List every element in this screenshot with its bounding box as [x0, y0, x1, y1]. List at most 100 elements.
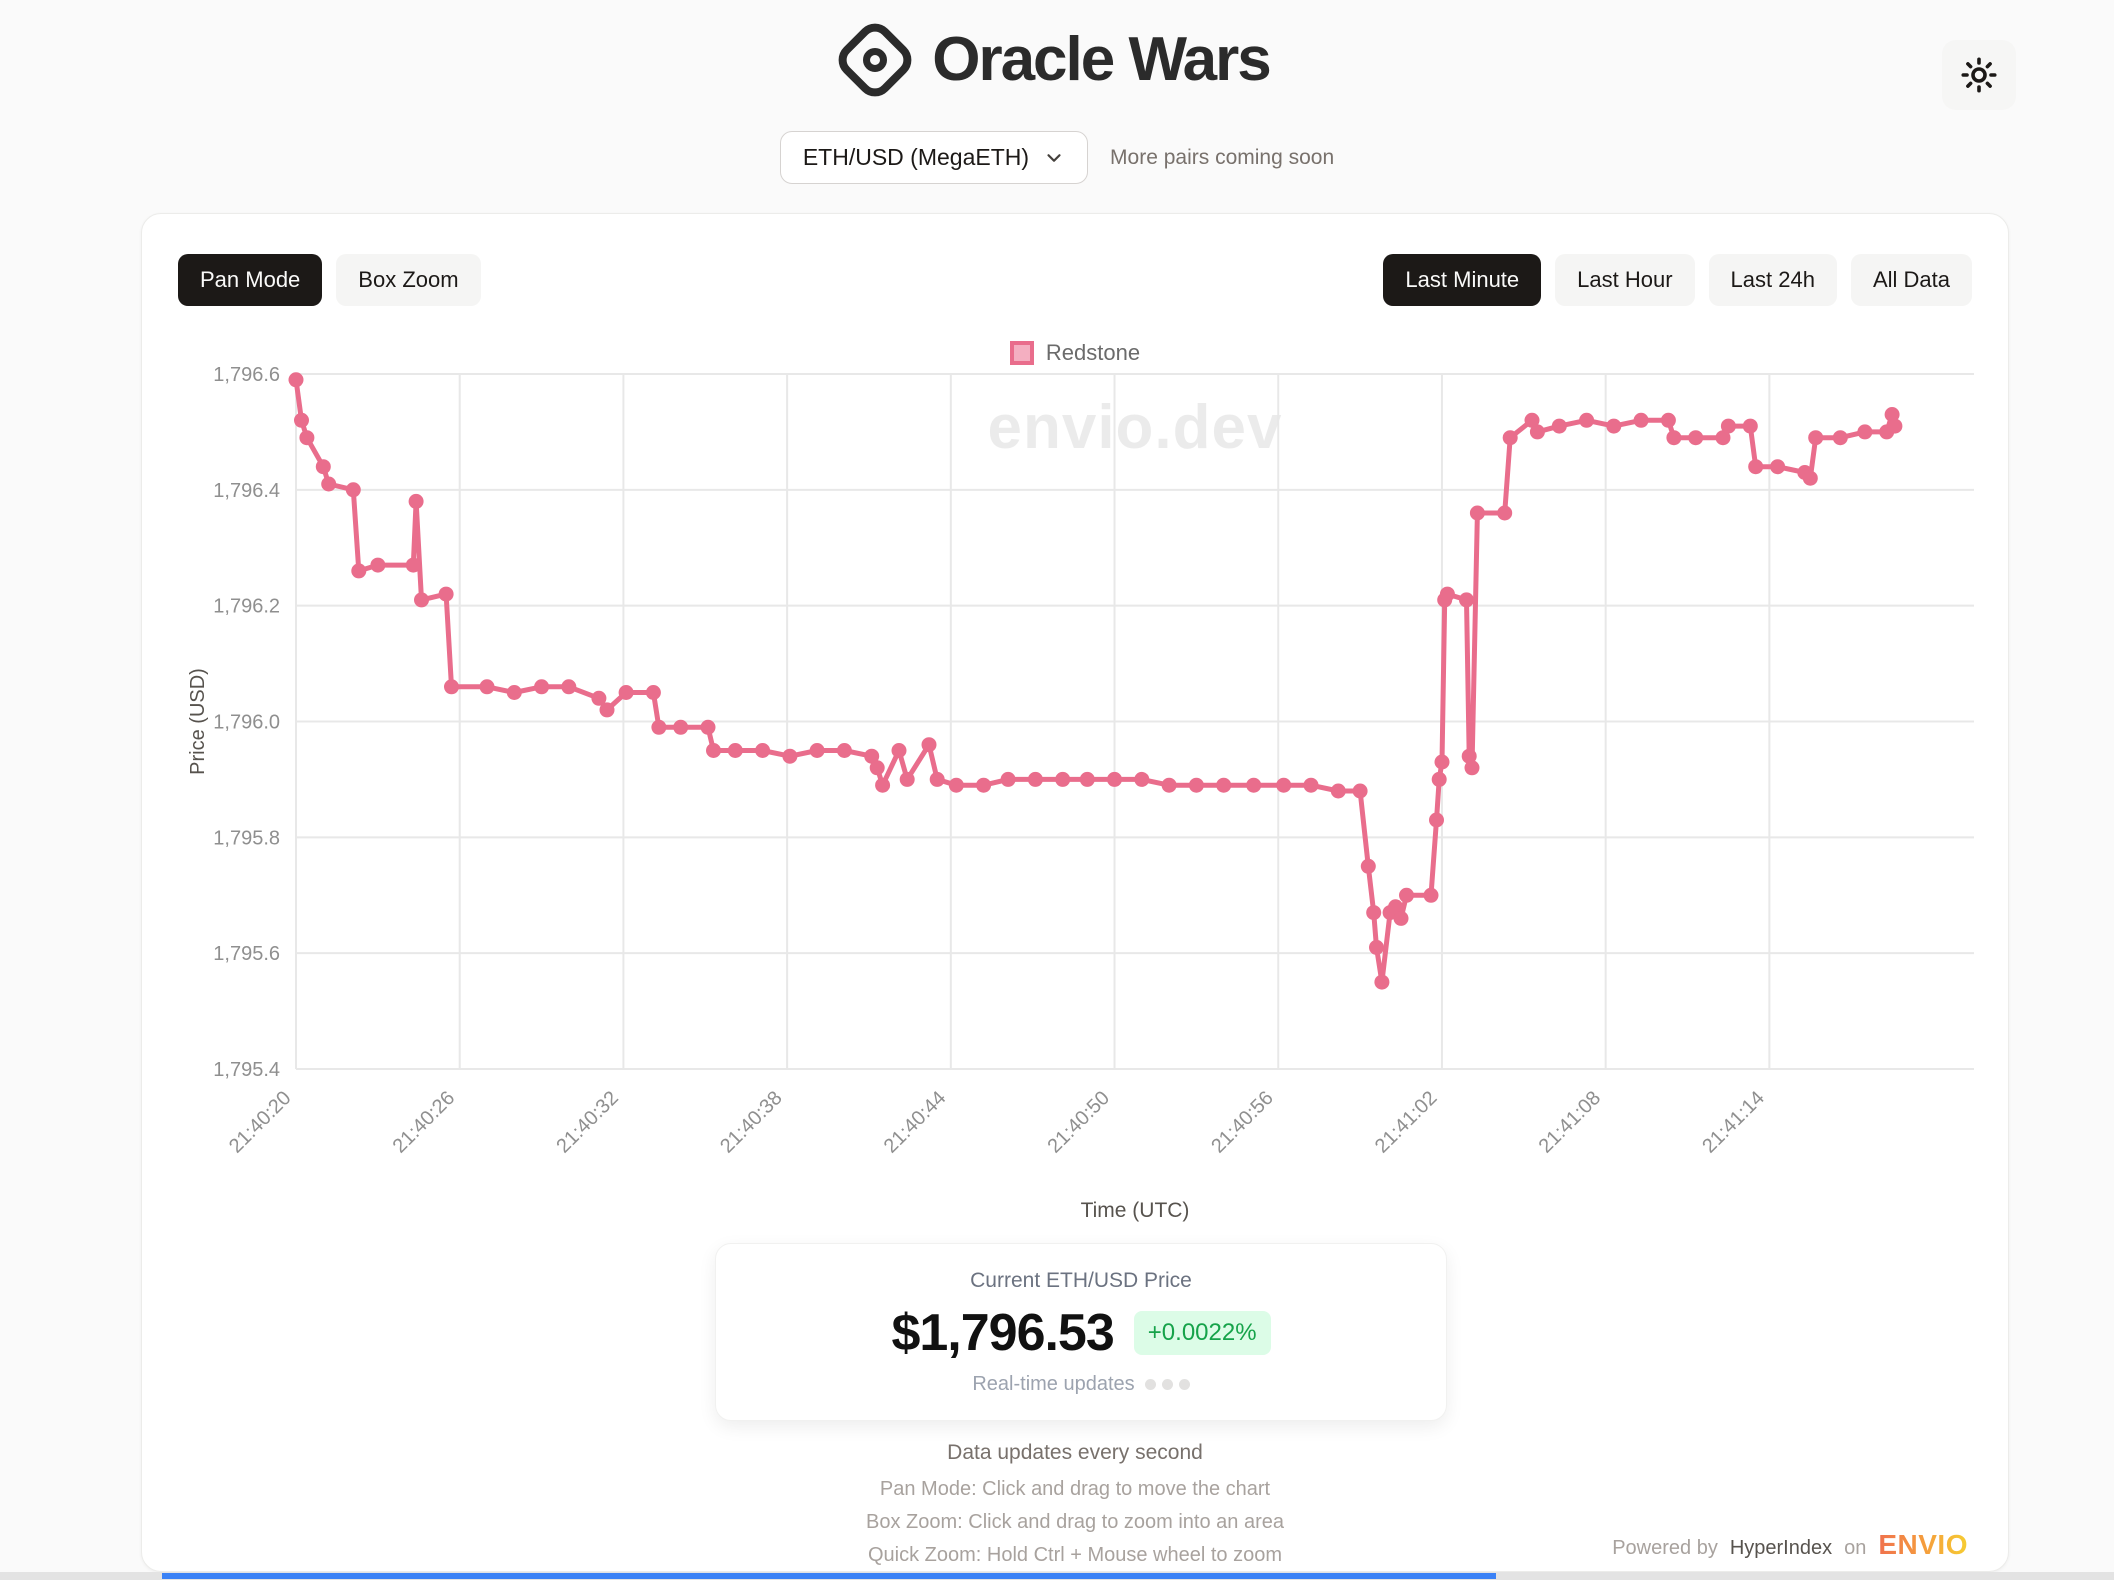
price-chart[interactable]: 1,796.6 1,796.4 1,796.2 1,796.0 1,795.8 1,795… — [142, 214, 2010, 1444]
oracle-wars-logo-icon — [831, 15, 920, 104]
data-point — [1660, 412, 1676, 428]
help-line-box-zoom: Box Zoom: Click and drag to zoom into an… — [866, 1511, 1284, 1533]
data-point — [299, 430, 315, 446]
range-last-minute-button[interactable]: Last Minute — [1383, 254, 1542, 306]
data-point — [1742, 418, 1758, 434]
data-point — [1857, 424, 1873, 440]
x-tick-label: 21:40:32 — [552, 1087, 623, 1158]
mode-button-group: Pan Mode Box Zoom — [178, 254, 481, 306]
current-price-value: $1,796.53 — [891, 1303, 1114, 1362]
data-point — [1715, 430, 1731, 446]
data-point — [1688, 430, 1704, 446]
box-zoom-button[interactable]: Box Zoom — [336, 254, 481, 306]
sun-icon — [1961, 57, 1997, 93]
pan-mode-button[interactable]: Pan Mode — [178, 254, 323, 306]
data-point — [534, 679, 550, 695]
data-point — [1887, 418, 1903, 434]
data-point — [591, 690, 607, 706]
help-title: Data updates every second — [947, 1441, 1203, 1464]
chart-card: Pan Mode Box Zoom Last Minute Last Hour … — [141, 213, 2009, 1572]
data-point — [1330, 783, 1346, 799]
chevron-down-icon — [1047, 153, 1061, 162]
data-point — [1808, 430, 1824, 446]
data-point — [1434, 754, 1450, 770]
help-text-block: Data updates every second Pan Mode: Clic… — [142, 1441, 2008, 1572]
data-point — [1469, 505, 1485, 521]
envio-logo[interactable]: ENVIO — [1878, 1529, 1968, 1560]
y-tick-label: 1,796.4 — [213, 480, 280, 502]
x-tick-label: 21:41:08 — [1535, 1087, 1606, 1158]
data-point — [1369, 939, 1384, 955]
data-point — [891, 743, 907, 758]
data-point — [755, 743, 771, 758]
y-tick-label: 1,796.0 — [213, 712, 280, 734]
data-point — [561, 679, 577, 695]
legend-swatch-redstone — [1009, 341, 1034, 365]
data-point — [645, 685, 661, 700]
data-point — [673, 719, 689, 735]
page-title: Oracle Wars — [932, 25, 1272, 94]
data-point — [1633, 412, 1649, 428]
data-point — [1276, 777, 1292, 793]
legend-label-redstone: Redstone — [1045, 340, 1141, 365]
data-point — [370, 557, 386, 573]
theme-toggle-button[interactable] — [1942, 40, 2016, 110]
data-point — [405, 557, 421, 573]
data-point — [1027, 771, 1043, 787]
data-point — [1107, 771, 1122, 787]
current-price-label: Current ETH/USD Price — [970, 1268, 1192, 1292]
data-point — [1497, 505, 1513, 521]
data-point — [1666, 430, 1682, 446]
x-tick-label: 21:40:26 — [389, 1087, 460, 1158]
data-point — [506, 685, 522, 700]
range-button-group: Last Minute Last Hour Last 24h All Data — [1383, 254, 1972, 306]
data-point — [809, 743, 825, 758]
data-point — [479, 679, 495, 695]
y-tick-label: 1,796.6 — [213, 364, 280, 386]
data-point — [706, 743, 721, 758]
data-point — [1529, 424, 1545, 440]
data-point — [444, 679, 459, 695]
data-point — [294, 412, 309, 428]
data-point — [976, 777, 992, 793]
data-point — [875, 777, 891, 793]
data-point — [438, 586, 454, 602]
hyperindex-link[interactable]: HyperIndex — [1729, 1537, 1833, 1559]
data-point — [929, 771, 945, 787]
data-point — [1802, 470, 1818, 486]
data-point — [1399, 887, 1414, 903]
data-point — [1246, 777, 1262, 793]
app-header: Oracle Wars — [0, 15, 2114, 104]
range-all-data-button[interactable]: All Data — [1850, 254, 1972, 306]
data-point — [1423, 887, 1439, 903]
x-tick-label: 21:41:14 — [1698, 1087, 1769, 1158]
data-point — [864, 748, 880, 764]
data-point — [345, 482, 361, 498]
data-point — [408, 493, 424, 509]
data-point — [1431, 771, 1447, 787]
data-point — [351, 563, 367, 579]
pair-select-dropdown[interactable]: ETH/USD (MegaETH) — [779, 131, 1089, 184]
data-point — [1303, 777, 1319, 793]
data-point — [1188, 777, 1204, 793]
on-text: on — [1844, 1537, 1867, 1559]
data-point — [288, 372, 304, 388]
x-tick-label: 21:40:44 — [880, 1087, 951, 1158]
logo-inner-ring-icon — [863, 47, 888, 72]
data-point — [948, 777, 964, 793]
x-tick-label: 21:40:38 — [716, 1087, 787, 1158]
data-point — [599, 702, 615, 718]
range-last-hour-button[interactable]: Last Hour — [1555, 254, 1695, 306]
data-point — [1439, 586, 1455, 602]
y-axis-title: Price (USD) — [187, 668, 209, 775]
data-point — [1388, 899, 1404, 915]
powered-by-footer: Powered by HyperIndex on ENVIO — [1612, 1529, 1968, 1561]
data-point — [1770, 459, 1786, 475]
range-last-24h-button[interactable]: Last 24h — [1708, 254, 1837, 306]
data-point — [1502, 430, 1518, 446]
powered-by-text: Powered by — [1612, 1537, 1718, 1559]
realtime-updates-label: Real-time updates — [972, 1372, 1135, 1395]
x-axis-title: Time (UTC) — [1081, 1199, 1190, 1222]
data-point — [1720, 418, 1736, 434]
chart-legend[interactable]: Redstone — [142, 340, 2008, 366]
